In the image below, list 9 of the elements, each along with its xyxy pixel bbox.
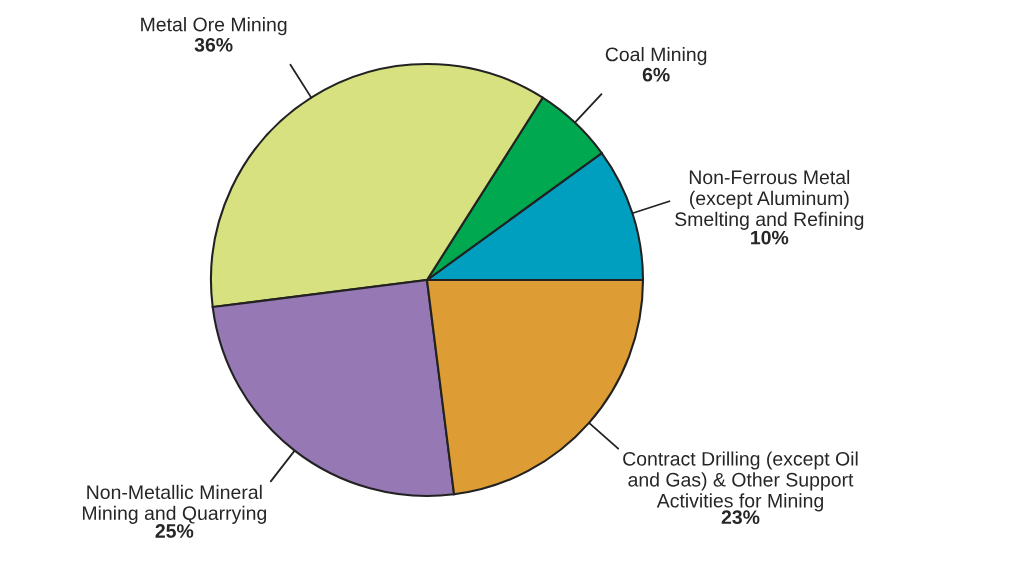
data-label: 6%: [642, 67, 670, 82]
data-label: 23%: [721, 510, 760, 525]
slice-label: Non-Ferrous Metal (except Aluminum) Smelting and Refining: [675, 169, 864, 230]
slice-label: Coal Mining: [605, 47, 707, 66]
data-label: 10%: [751, 230, 789, 245]
slice-label: Non-Metallic Mineral Mining and Quarrying: [82, 484, 267, 524]
data-label: 25%: [155, 524, 194, 538]
slice-label: Metal Ore Mining: [141, 17, 287, 36]
data-label: 36%: [194, 37, 233, 52]
